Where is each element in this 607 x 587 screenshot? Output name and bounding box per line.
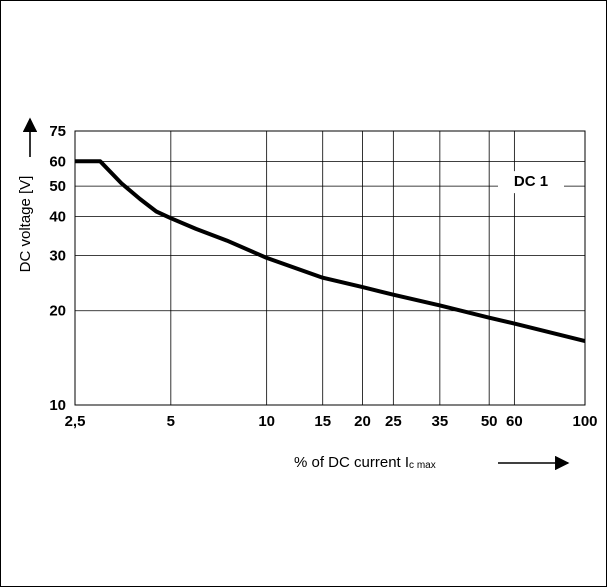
tick-labels: 2,5 5 10 15 20 25 35 50 60 100 10 20 30 40 50 60 75: [49, 123, 597, 430]
x-tick-label: 35: [432, 413, 449, 430]
x-tick-label: 20: [354, 413, 371, 430]
grid: [74, 130, 586, 406]
y-tick-label: 50: [49, 178, 66, 195]
x-tick-label: 15: [314, 413, 331, 430]
x-axis-label: % of DC current Ic max: [294, 454, 436, 471]
y-tick-label: 60: [49, 153, 66, 170]
y-axis-label: DC voltage [V]: [17, 176, 34, 273]
y-tick-label: 40: [49, 208, 66, 225]
y-tick-label: 75: [49, 123, 66, 140]
y-tick-label: 30: [49, 248, 66, 265]
series-label-background: [498, 171, 564, 194]
x-tick-label: 10: [258, 413, 275, 430]
x-tick-label: 25: [385, 413, 402, 430]
x-axis-label-subscript: c max: [409, 460, 436, 471]
series-label: DC 1: [514, 173, 548, 190]
series-curves: DC 1: [75, 159, 586, 344]
x-tick-label: 50: [481, 413, 498, 430]
x-tick-label: 2,5: [65, 413, 86, 430]
x-tick-label: 5: [167, 413, 175, 430]
x-tick-label: 60: [506, 413, 523, 430]
x-axis-label-main: % of DC current I: [294, 454, 409, 471]
series-line: [75, 159, 586, 344]
x-tick-label: 100: [572, 413, 597, 430]
plot-area-border: [74, 130, 586, 406]
y-tick-label: 20: [49, 303, 66, 320]
y-tick-label: 10: [49, 397, 66, 414]
